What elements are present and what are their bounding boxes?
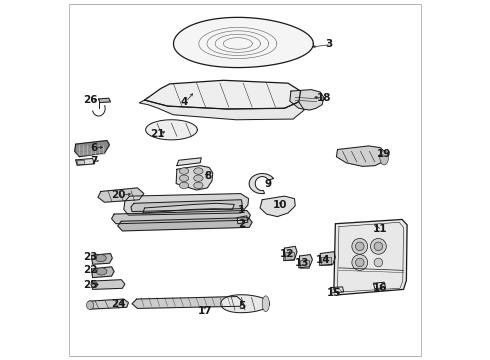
Text: 19: 19 bbox=[377, 149, 392, 159]
Text: 14: 14 bbox=[316, 255, 330, 265]
Text: 17: 17 bbox=[197, 306, 212, 316]
Polygon shape bbox=[173, 17, 313, 68]
Text: 26: 26 bbox=[83, 95, 98, 105]
Polygon shape bbox=[177, 158, 201, 166]
Polygon shape bbox=[145, 80, 300, 109]
Text: 11: 11 bbox=[373, 225, 388, 234]
Text: 18: 18 bbox=[317, 93, 331, 103]
Bar bbox=[285, 252, 294, 260]
Text: 5: 5 bbox=[238, 301, 245, 311]
Polygon shape bbox=[284, 246, 297, 261]
Polygon shape bbox=[74, 140, 109, 157]
Ellipse shape bbox=[96, 268, 107, 275]
Text: 22: 22 bbox=[83, 265, 98, 275]
Text: 25: 25 bbox=[83, 280, 98, 290]
Text: 12: 12 bbox=[280, 248, 294, 258]
Polygon shape bbox=[143, 203, 234, 213]
Text: 15: 15 bbox=[327, 288, 341, 298]
Polygon shape bbox=[299, 255, 313, 268]
Ellipse shape bbox=[374, 242, 383, 251]
Polygon shape bbox=[92, 267, 114, 278]
Polygon shape bbox=[89, 299, 128, 309]
Polygon shape bbox=[124, 194, 248, 215]
Polygon shape bbox=[249, 174, 273, 194]
Polygon shape bbox=[237, 216, 248, 224]
Polygon shape bbox=[112, 211, 250, 224]
Text: 6: 6 bbox=[90, 143, 98, 153]
Polygon shape bbox=[92, 253, 112, 264]
Polygon shape bbox=[76, 158, 95, 165]
Bar bbox=[300, 260, 309, 267]
Ellipse shape bbox=[355, 258, 364, 267]
Polygon shape bbox=[220, 295, 270, 313]
Polygon shape bbox=[92, 280, 125, 289]
Text: 23: 23 bbox=[83, 252, 98, 262]
Ellipse shape bbox=[262, 296, 270, 312]
Text: 1: 1 bbox=[238, 206, 245, 216]
Ellipse shape bbox=[194, 175, 203, 181]
Bar bbox=[77, 160, 84, 164]
Ellipse shape bbox=[352, 255, 368, 270]
Polygon shape bbox=[260, 196, 295, 217]
Ellipse shape bbox=[87, 301, 94, 310]
Ellipse shape bbox=[352, 238, 368, 254]
Ellipse shape bbox=[380, 150, 389, 165]
Polygon shape bbox=[373, 282, 386, 289]
Ellipse shape bbox=[370, 238, 386, 254]
Polygon shape bbox=[330, 287, 343, 293]
Polygon shape bbox=[98, 98, 111, 103]
Text: 20: 20 bbox=[112, 190, 126, 200]
Text: 4: 4 bbox=[180, 97, 188, 107]
Text: 16: 16 bbox=[373, 283, 388, 293]
Ellipse shape bbox=[374, 258, 383, 267]
Text: 21: 21 bbox=[150, 129, 164, 139]
Text: 13: 13 bbox=[295, 258, 310, 268]
Polygon shape bbox=[319, 252, 335, 265]
Text: 24: 24 bbox=[111, 299, 126, 309]
Polygon shape bbox=[146, 120, 197, 140]
Text: 8: 8 bbox=[205, 171, 212, 181]
Text: 3: 3 bbox=[326, 39, 333, 49]
Polygon shape bbox=[131, 200, 242, 212]
Ellipse shape bbox=[179, 182, 189, 189]
Text: 7: 7 bbox=[90, 156, 98, 166]
Polygon shape bbox=[337, 146, 387, 166]
Ellipse shape bbox=[179, 175, 189, 181]
Ellipse shape bbox=[355, 242, 364, 251]
Polygon shape bbox=[118, 218, 252, 231]
Polygon shape bbox=[132, 297, 242, 309]
Text: 10: 10 bbox=[273, 200, 288, 210]
Polygon shape bbox=[334, 220, 407, 295]
Ellipse shape bbox=[96, 255, 106, 262]
Polygon shape bbox=[176, 166, 213, 190]
Polygon shape bbox=[290, 90, 324, 110]
Text: 2: 2 bbox=[238, 219, 245, 229]
Ellipse shape bbox=[179, 168, 189, 174]
Ellipse shape bbox=[194, 182, 203, 189]
Polygon shape bbox=[91, 282, 98, 287]
Ellipse shape bbox=[194, 168, 203, 174]
Polygon shape bbox=[139, 100, 304, 120]
Polygon shape bbox=[98, 188, 144, 202]
Text: 9: 9 bbox=[265, 179, 272, 189]
Bar bbox=[321, 257, 331, 265]
